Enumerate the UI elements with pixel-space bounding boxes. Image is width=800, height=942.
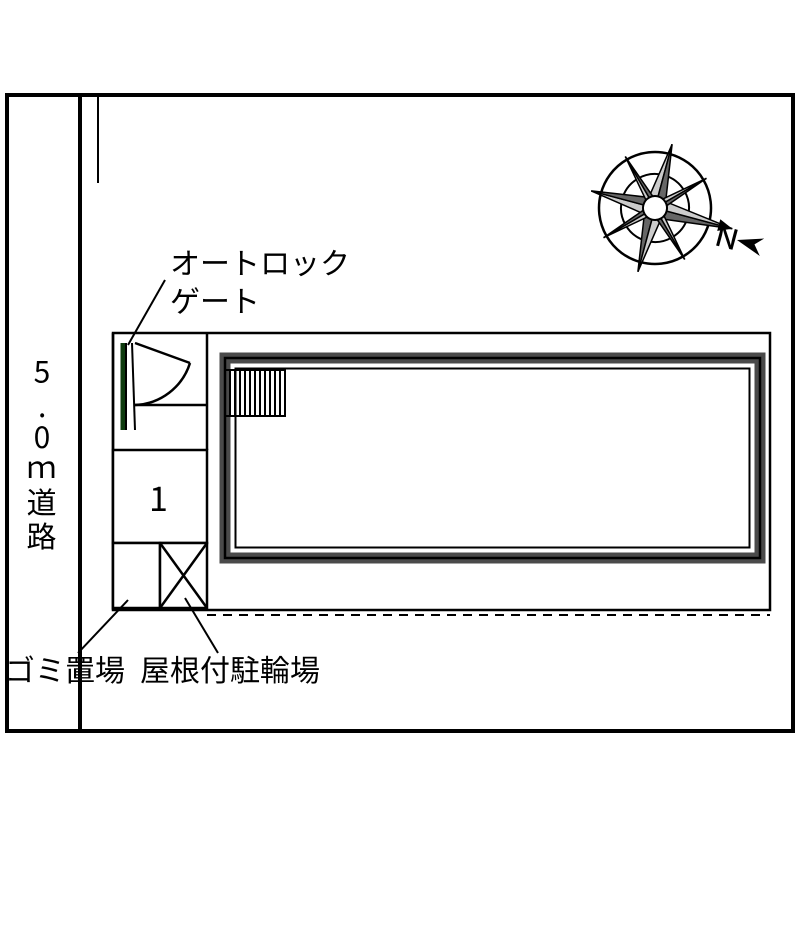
compass-icon xyxy=(560,120,760,310)
room-number: 1 xyxy=(149,476,168,519)
road-label: 5.0ｍ道路 xyxy=(22,355,60,553)
site-plan: Ｎ オートロック ゲート 5.0ｍ道路 1 ゴミ置場 屋根付駐輪場 xyxy=(0,0,800,942)
bike-parking-label: 屋根付駐輪場 xyxy=(140,650,320,688)
compass-n-arrow-icon xyxy=(735,232,775,262)
garbage-label: ゴミ置場 xyxy=(5,650,125,688)
autolock-label-line2: ゲート xyxy=(170,281,260,319)
autolock-label-line1: オートロック xyxy=(170,243,350,281)
